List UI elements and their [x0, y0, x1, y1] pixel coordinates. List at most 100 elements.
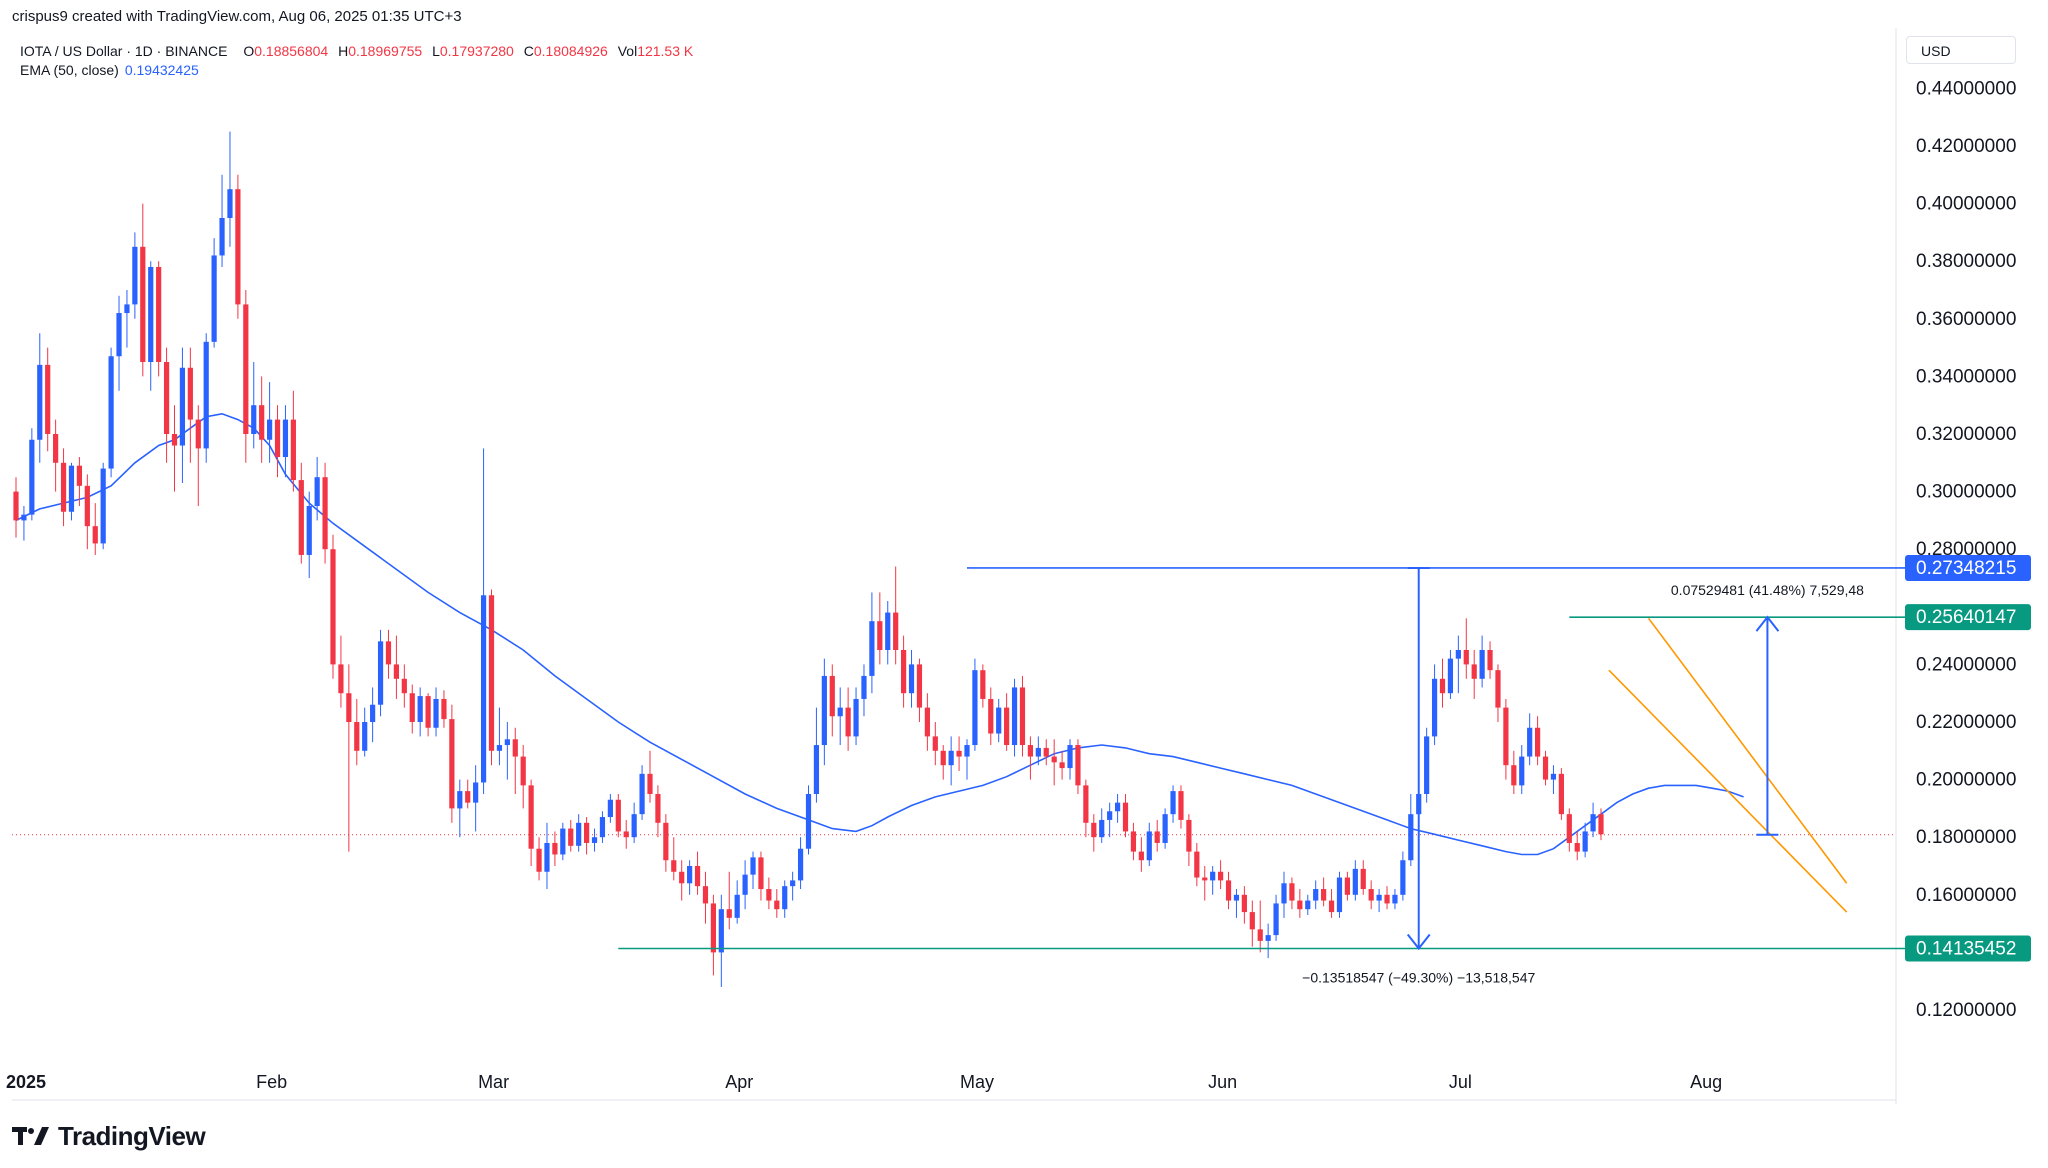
candle-body [290, 419, 296, 481]
candle-body [53, 434, 59, 463]
candle [893, 566, 899, 665]
candle [647, 750, 653, 803]
candle [1384, 886, 1390, 910]
candle [1043, 739, 1049, 766]
candle-body [68, 465, 75, 512]
candle [441, 690, 447, 728]
candle-body [766, 889, 772, 901]
candle [599, 811, 606, 843]
candle-body [227, 189, 233, 218]
candle-body [195, 419, 201, 449]
candle-body [1257, 929, 1263, 941]
candle [1424, 727, 1430, 803]
candle [1447, 650, 1454, 699]
candle-body [1408, 814, 1414, 861]
ema-row: EMA (50, close) 0.19432425 [20, 61, 693, 80]
candle-body [1344, 877, 1350, 895]
candle [1004, 693, 1010, 751]
candle [203, 333, 209, 463]
candle [1051, 739, 1057, 786]
candle-body [718, 909, 724, 953]
candle [512, 727, 518, 794]
candle-body [758, 857, 764, 890]
candle [100, 462, 106, 550]
candle-body [1162, 814, 1168, 843]
candle-body [37, 364, 43, 440]
candle [869, 592, 875, 694]
candle-body [1439, 678, 1446, 694]
candle [417, 687, 423, 737]
ema-label: EMA (50, close) [20, 62, 119, 78]
candle-body [29, 439, 35, 515]
candle-body [425, 696, 431, 728]
candle [1463, 618, 1469, 679]
candle [1114, 794, 1121, 823]
candle-body [1352, 868, 1358, 895]
candle-body [1289, 883, 1295, 901]
candle [1535, 716, 1541, 766]
candle [988, 687, 994, 746]
candle-body [512, 739, 518, 757]
y-tick-label: 0.16000000 [1916, 885, 2016, 906]
open-value: 0.18856804 [254, 43, 329, 59]
candle [576, 814, 582, 852]
candle-body [1051, 756, 1057, 763]
x-tick-label: Jul [1449, 1072, 1472, 1092]
candle [377, 629, 384, 717]
candle-body [282, 419, 289, 458]
candle [1455, 635, 1461, 694]
price-label-bg-0 [1905, 554, 2031, 581]
candle-body [473, 782, 479, 803]
candle [211, 238, 217, 348]
candle-body [1122, 802, 1129, 832]
candle [1550, 765, 1557, 794]
candle-body [1241, 894, 1247, 913]
candle [346, 664, 352, 852]
candle-body [1590, 814, 1596, 832]
close-value: 0.18084926 [533, 43, 608, 59]
candle-body [655, 794, 661, 823]
candle [1091, 814, 1097, 852]
candle-body [306, 506, 312, 555]
candle [385, 629, 392, 679]
x-tick-label: May [960, 1072, 994, 1092]
candle [1027, 736, 1033, 780]
candle-body [1328, 900, 1335, 913]
candle-body [742, 874, 748, 895]
y-tick-label: 0.24000000 [1916, 654, 2016, 675]
candle [1400, 851, 1406, 901]
candle [679, 860, 685, 901]
candle-body [972, 670, 978, 746]
candle-body [92, 526, 98, 544]
candle [885, 601, 891, 665]
candle-body [45, 364, 51, 434]
candle [591, 828, 598, 852]
candle [1099, 808, 1105, 843]
candle-body [449, 719, 455, 809]
tradingview-brand: TradingView [12, 1118, 206, 1154]
candle [21, 506, 27, 541]
candle-body [1297, 900, 1303, 910]
candle [663, 814, 669, 872]
candle-body [639, 773, 645, 815]
candle [1336, 871, 1343, 918]
candle-body [679, 871, 685, 884]
candle-body [560, 828, 566, 855]
candle-body [996, 707, 1002, 734]
candle-body [1194, 851, 1200, 878]
candle [552, 831, 558, 866]
candle [687, 860, 693, 895]
candle [179, 347, 186, 483]
candle [1487, 641, 1493, 679]
candle [797, 837, 804, 890]
candle-body [132, 246, 138, 305]
candle-body [520, 756, 526, 786]
candle [465, 779, 471, 809]
candle [488, 589, 495, 766]
candle [1083, 779, 1089, 838]
currency-button[interactable]: USD [1906, 36, 2016, 64]
candle [1598, 808, 1604, 841]
candle [1479, 635, 1485, 688]
candle [694, 851, 701, 895]
